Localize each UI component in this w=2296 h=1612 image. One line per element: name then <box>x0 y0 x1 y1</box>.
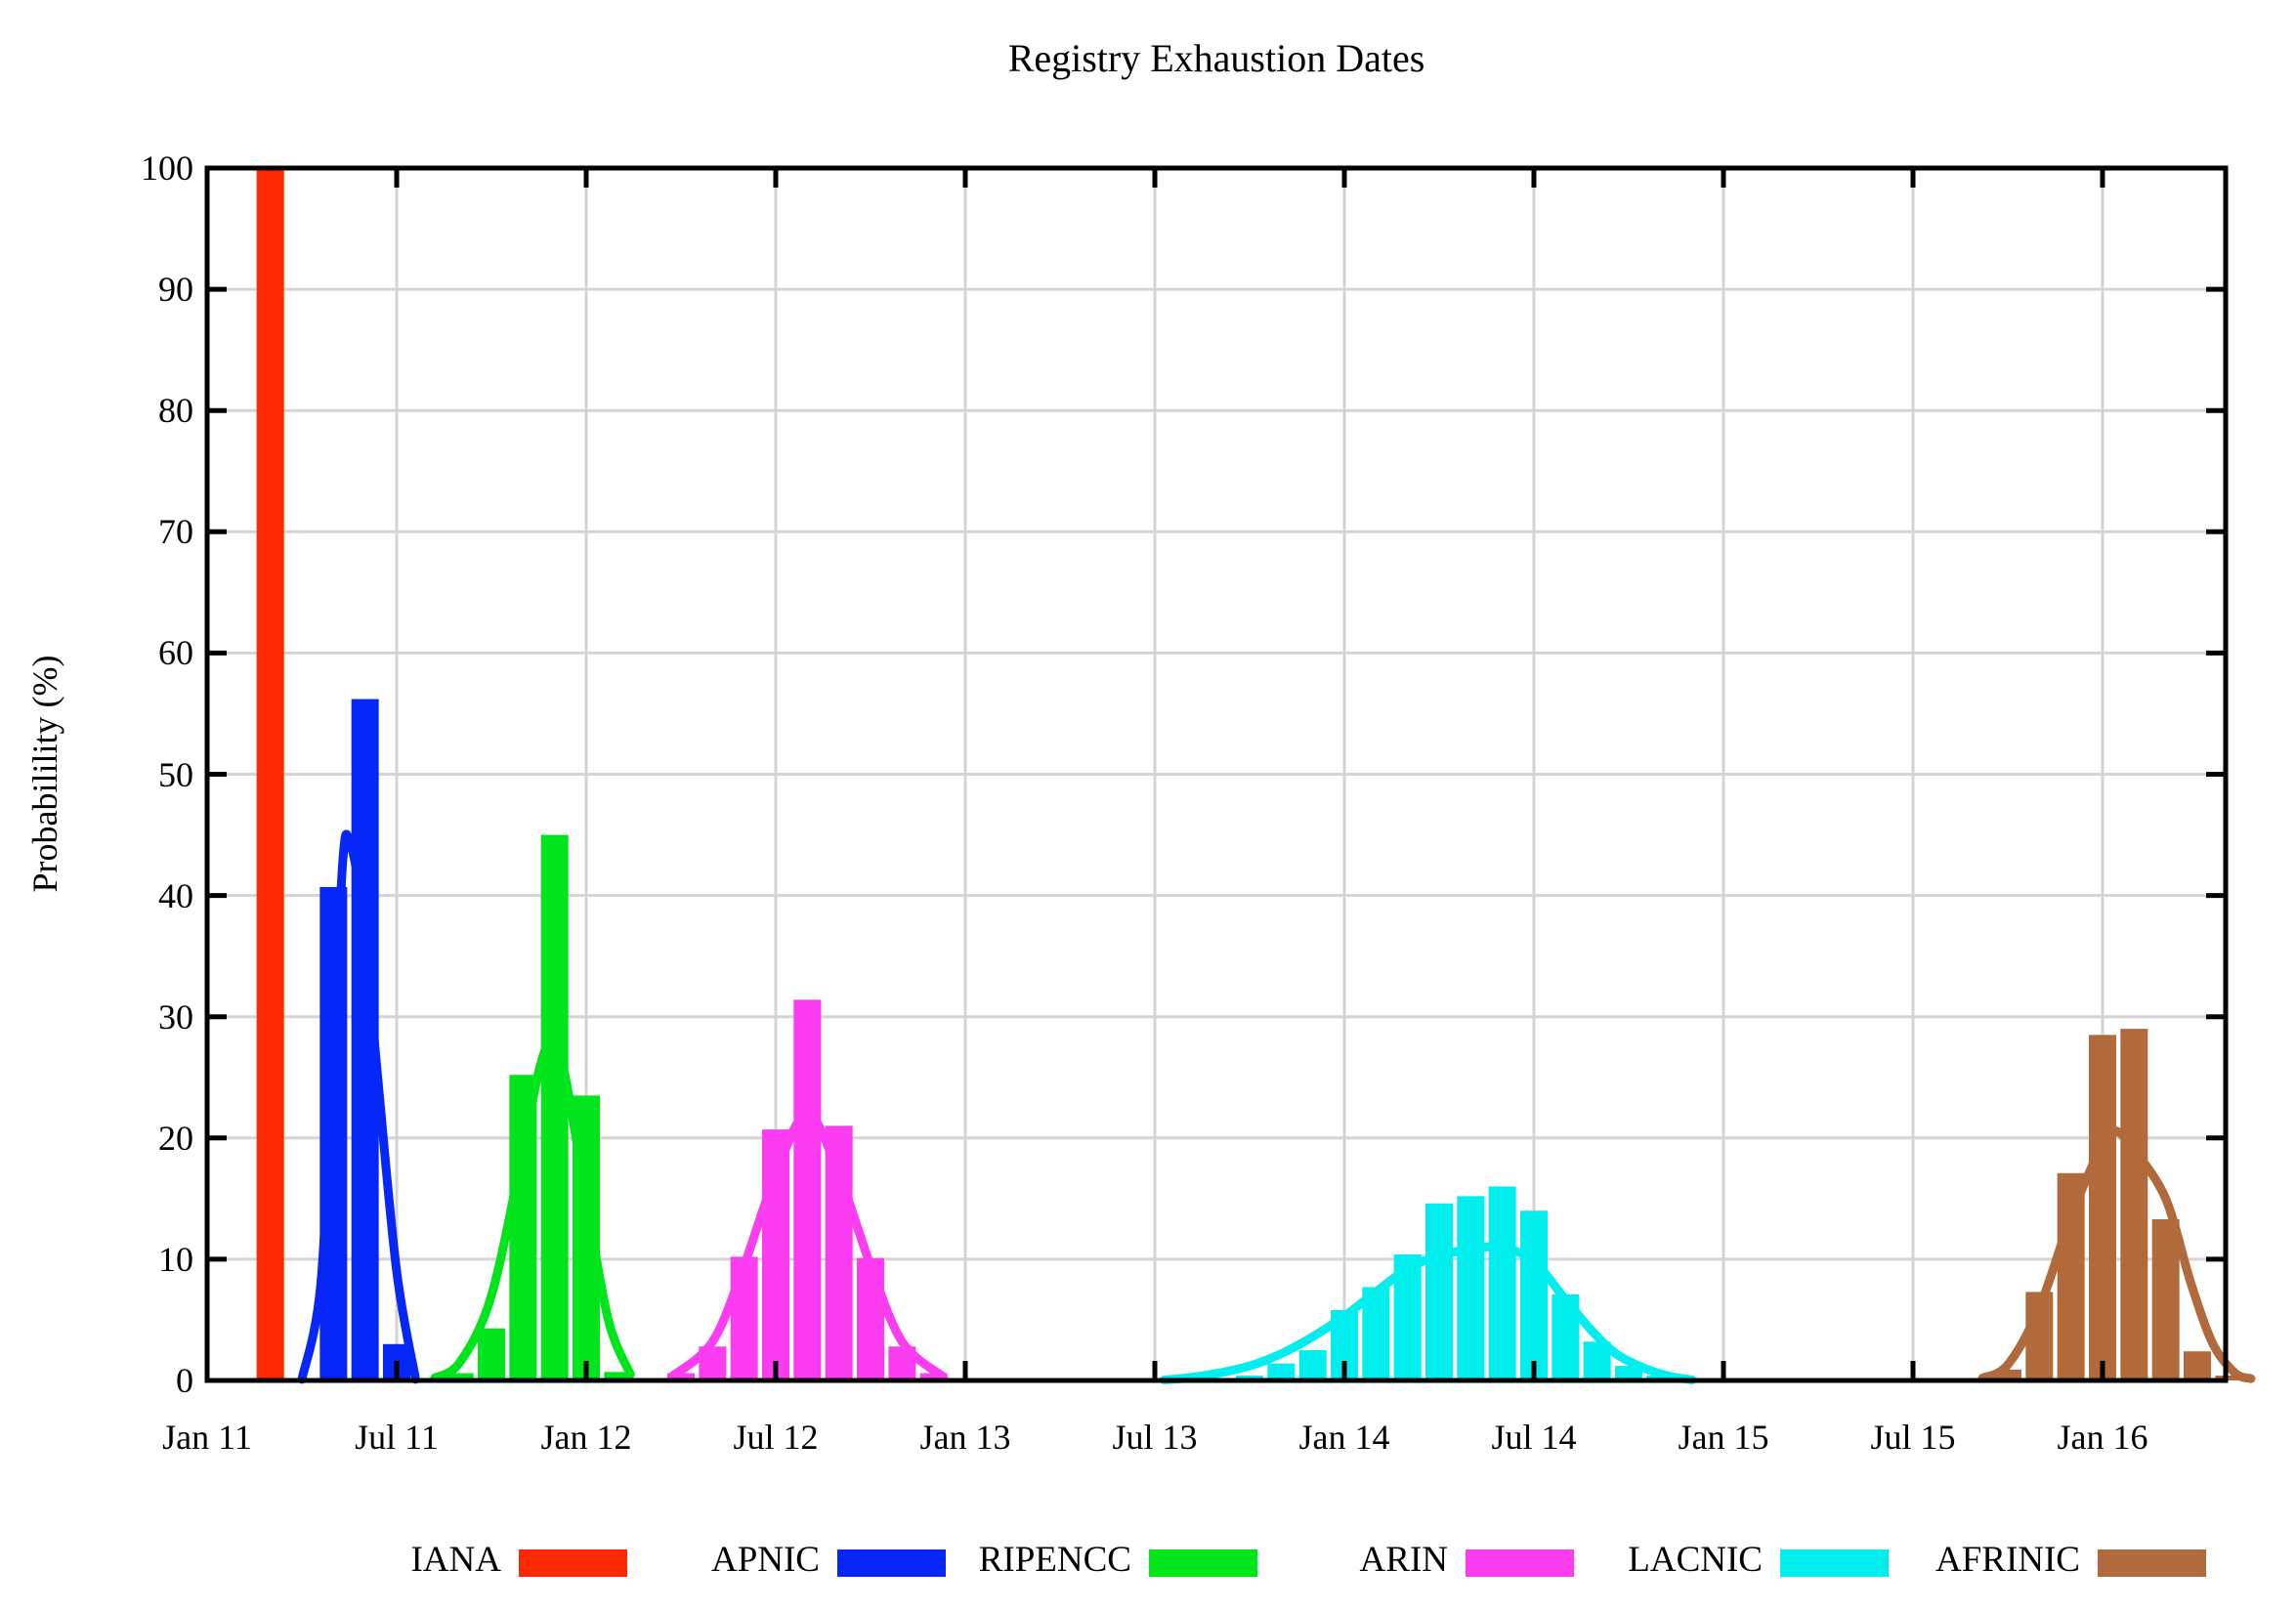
y-tick-label: 80 <box>158 391 193 431</box>
series-ripencc-curve <box>430 1037 635 1382</box>
x-tick-label: Jul 11 <box>355 1418 439 1457</box>
legend-label-iana: IANA <box>410 1540 501 1580</box>
bar <box>1614 1366 1642 1380</box>
y-tick-label: 0 <box>176 1361 193 1400</box>
series-iana-bars <box>256 168 284 1380</box>
bar <box>1993 1369 2021 1380</box>
bar <box>1298 1349 1327 1380</box>
bar <box>256 168 284 1380</box>
bar <box>1519 1210 1548 1380</box>
bar <box>1457 1196 1485 1380</box>
bar <box>2120 1029 2148 1380</box>
x-tick-label: Jan 12 <box>540 1418 632 1457</box>
bar <box>666 1373 695 1380</box>
y-tick-label: 20 <box>158 1118 193 1158</box>
bar <box>446 1373 474 1380</box>
bar <box>1267 1363 1296 1380</box>
y-tick-label: 100 <box>141 148 193 188</box>
y-tick-label: 90 <box>158 270 193 310</box>
legend-label-arin: ARIN <box>1359 1540 1448 1580</box>
legend-swatch-apnic <box>837 1549 946 1577</box>
x-tick-label: Jan 15 <box>1678 1418 1769 1457</box>
legend-swatch-lacnic <box>1780 1549 1889 1577</box>
bar <box>2183 1351 2211 1380</box>
series-afrinic-bars <box>1993 1029 2243 1380</box>
bar <box>604 1372 632 1380</box>
y-tick-label: 70 <box>158 512 193 552</box>
legend-swatch-afrinic <box>2098 1549 2206 1577</box>
series-arin-bars <box>666 999 948 1380</box>
bar <box>540 834 569 1380</box>
y-tick-label: 10 <box>158 1239 193 1279</box>
x-tick-label: Jul 14 <box>1491 1418 1577 1457</box>
series-afrinic-curve <box>1977 1125 2256 1383</box>
bar <box>919 1373 948 1380</box>
y-tick-label: 30 <box>158 997 193 1037</box>
chart-title: Registry Exhaustion Dates <box>1007 36 1425 80</box>
x-tick-label: Jan 11 <box>162 1418 252 1457</box>
bar <box>2215 1376 2243 1380</box>
bar <box>2088 1035 2116 1380</box>
x-tick-label: Jan 14 <box>1298 1418 1390 1457</box>
series-lacnic-curve <box>1160 1242 1697 1384</box>
x-tick-label: Jan 13 <box>919 1418 1011 1457</box>
x-tick-label: Jul 12 <box>733 1418 819 1457</box>
y-tick-label: 60 <box>158 633 193 673</box>
legend-swatch-ripencc <box>1149 1549 1257 1577</box>
legend-label-afrinic: AFRINIC <box>1935 1540 2080 1580</box>
legend-label-apnic: APNIC <box>710 1540 820 1580</box>
legend-swatch-arin <box>1466 1549 1574 1577</box>
y-tick-label: 50 <box>158 754 193 794</box>
series-apnic-curve <box>297 829 420 1384</box>
y-tick-label: 40 <box>158 875 193 915</box>
legend-swatch-iana <box>519 1549 627 1577</box>
legend-label-lacnic: LACNIC <box>1628 1540 1763 1580</box>
series-arin-curve <box>666 1109 948 1381</box>
series-lacnic-bars <box>1235 1186 1675 1380</box>
bar <box>477 1328 505 1380</box>
x-tick-label: Jul 13 <box>1112 1418 1198 1457</box>
bar <box>2151 1218 2180 1380</box>
bar <box>1488 1186 1516 1380</box>
x-tick-label: Jul 15 <box>1870 1418 1956 1457</box>
x-tick-label: Jan 16 <box>2057 1418 2148 1457</box>
bar <box>1424 1203 1453 1380</box>
legend-label-ripencc: RIPENCC <box>978 1540 1131 1580</box>
bar <box>793 999 822 1380</box>
